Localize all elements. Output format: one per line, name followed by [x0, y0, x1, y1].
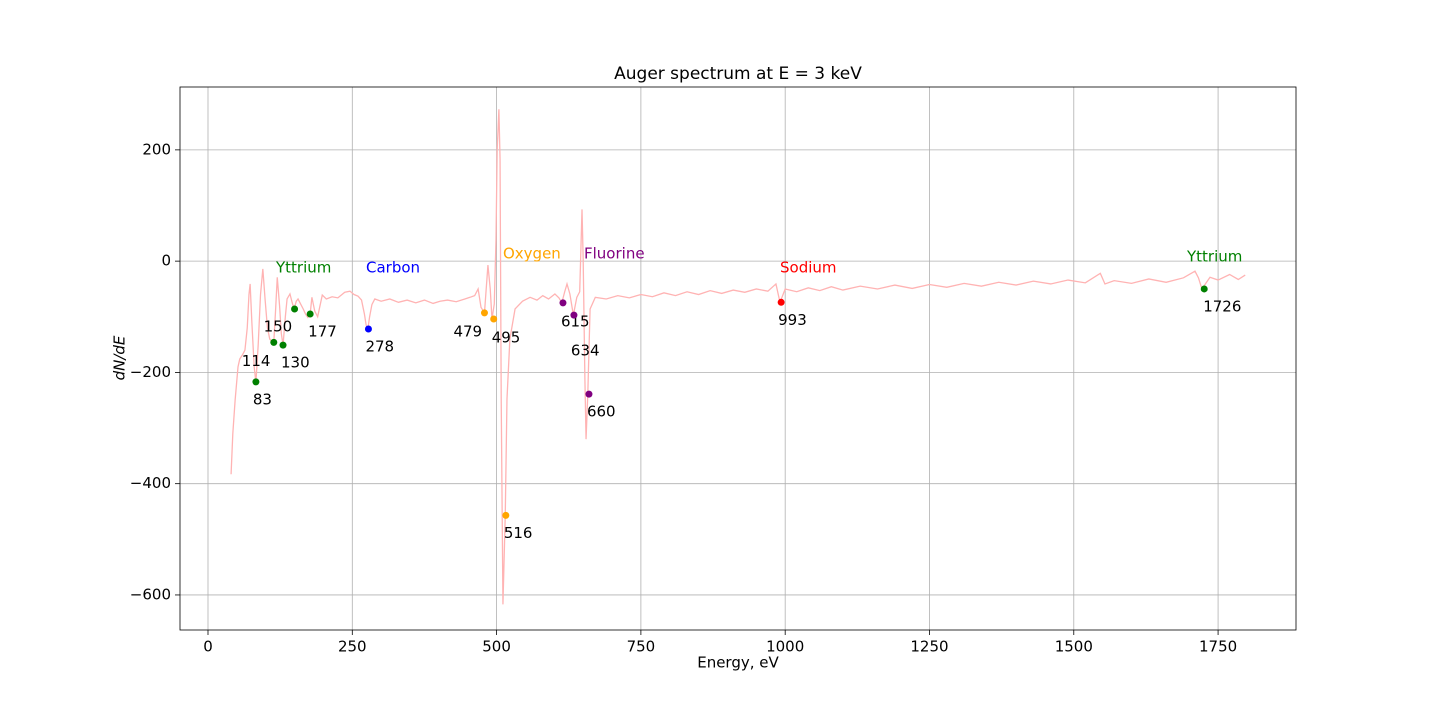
peak-label: 479 — [453, 322, 482, 340]
plot-frame — [179, 86, 1297, 631]
peak-marker — [570, 311, 578, 319]
y-tick-label: −400 — [130, 474, 171, 492]
peak-marker — [306, 310, 314, 318]
x-tick-label: 1750 — [1199, 638, 1237, 656]
y-tick-label: −600 — [130, 585, 171, 603]
y-tick-label: 200 — [142, 140, 171, 158]
y-tick-label: −200 — [130, 363, 171, 381]
element-label: Carbon — [366, 259, 420, 277]
peak-label: 516 — [504, 524, 533, 542]
peak-label: 114 — [242, 352, 271, 370]
x-tick-label: 0 — [203, 638, 213, 656]
element-label: Yttrium — [275, 259, 331, 277]
peak-label: 634 — [571, 342, 600, 360]
x-tick-label: 1500 — [1055, 638, 1093, 656]
y-tick-label: 0 — [161, 252, 171, 270]
peak-label: 495 — [492, 328, 521, 346]
peak-marker — [270, 338, 278, 346]
x-tick-label: 750 — [627, 638, 656, 656]
peak-marker — [1200, 285, 1208, 293]
element-label: Yttrium — [1186, 248, 1242, 266]
peak-label: 993 — [778, 311, 807, 329]
peak-marker — [480, 309, 488, 317]
x-tick-label: 1250 — [910, 638, 948, 656]
peak-marker — [291, 305, 299, 313]
spectrum-line — [230, 109, 1246, 605]
x-tick-label: 1000 — [766, 638, 804, 656]
element-label: Fluorine — [584, 245, 645, 263]
x-tick-label: 250 — [338, 638, 367, 656]
peak-marker — [559, 299, 567, 307]
y-axis-label: dN/dE — [111, 335, 129, 380]
peak-marker — [252, 378, 260, 386]
peak-label: 1726 — [1203, 297, 1241, 315]
peak-marker — [777, 298, 785, 306]
peak-marker — [364, 325, 372, 333]
peak-label: 278 — [365, 338, 394, 356]
peak-marker — [490, 315, 498, 323]
x-tick-label: 500 — [482, 638, 511, 656]
peak-label: 150 — [264, 317, 293, 335]
chart-title: Auger spectrum at E = 3 keV — [614, 64, 862, 84]
peak-label: 660 — [587, 403, 616, 421]
element-label: Sodium — [780, 259, 837, 277]
peak-marker — [585, 390, 593, 398]
peak-label: 83 — [253, 390, 272, 408]
peak-marker — [279, 341, 287, 349]
peak-marker — [502, 511, 510, 519]
peak-label: 130 — [281, 354, 310, 372]
x-axis-label: Energy, eV — [697, 654, 779, 672]
element-label: Oxygen — [503, 245, 561, 263]
peak-label: 177 — [308, 322, 337, 340]
peak-label: 615 — [561, 312, 590, 330]
